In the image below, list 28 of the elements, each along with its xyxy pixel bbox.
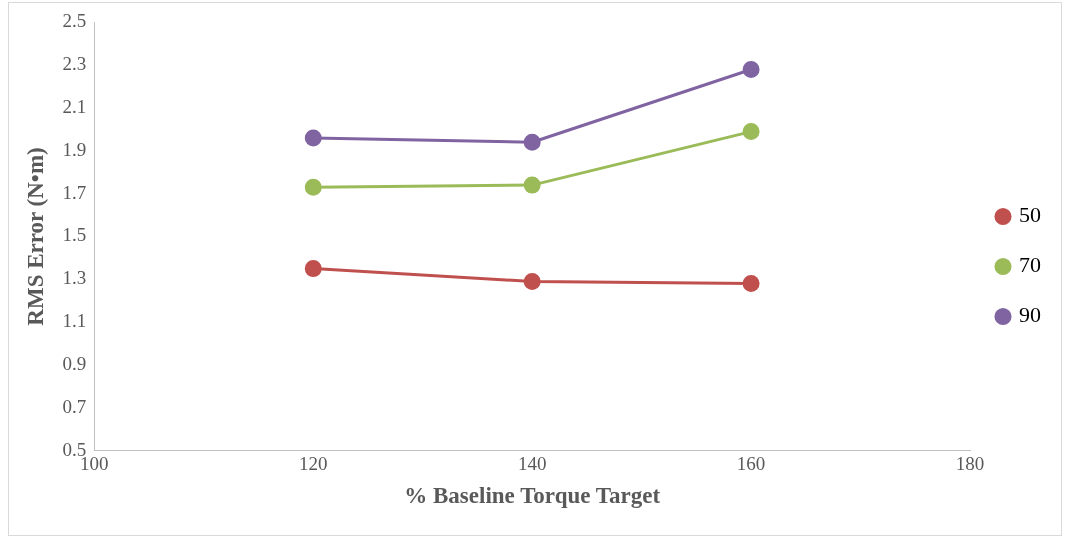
y-tick-label: 2.3 bbox=[62, 53, 87, 75]
point bbox=[742, 275, 760, 293]
point bbox=[304, 178, 322, 196]
x-axis-title: % Baseline Torque Target bbox=[404, 483, 661, 509]
y-tick-label: 1.7 bbox=[62, 181, 87, 203]
y-tick-label: 0.9 bbox=[62, 352, 87, 374]
y-axis-title: RMS Error (N•m) bbox=[22, 147, 48, 326]
x-tick-label: 160 bbox=[736, 452, 766, 474]
legend-label: 90 bbox=[1019, 302, 1041, 328]
y-tick-label: 2.1 bbox=[62, 96, 87, 118]
x-tick-label: 120 bbox=[299, 452, 328, 474]
point bbox=[523, 176, 541, 194]
y-tick-label: 1.1 bbox=[62, 310, 87, 332]
point bbox=[304, 260, 322, 278]
y-tick-label: 2.5 bbox=[62, 10, 87, 32]
point bbox=[742, 61, 760, 78]
y-tick-label: 0.7 bbox=[62, 395, 87, 417]
legend-label: 50 bbox=[1019, 202, 1041, 228]
point bbox=[742, 123, 760, 141]
y-tick-label: 1.5 bbox=[62, 224, 87, 246]
point bbox=[304, 129, 322, 147]
y-tick-label: 1.3 bbox=[62, 267, 87, 289]
y-tick-label: 1.9 bbox=[62, 138, 87, 160]
x-tick-label: 180 bbox=[955, 452, 985, 474]
x-tick-label: 140 bbox=[517, 452, 547, 474]
point bbox=[523, 272, 541, 290]
legend-label: 70 bbox=[1019, 252, 1041, 278]
point bbox=[523, 133, 541, 151]
